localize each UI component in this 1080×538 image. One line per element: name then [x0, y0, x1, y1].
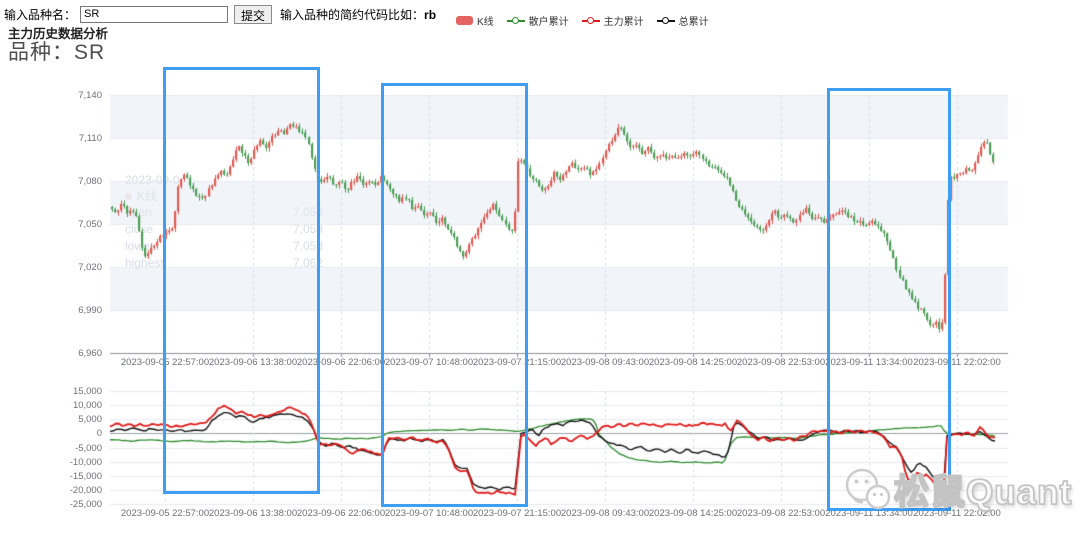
lower-y-axis-label: 15,000: [72, 386, 102, 397]
main-y-axis-label: 7,140: [78, 90, 102, 101]
lower-x-axis-label: 2023-09-06 22:06:00: [296, 508, 386, 519]
lower-x-axis-label: 2023-09-08 09:43:00: [560, 508, 650, 519]
lower-x-axis-label: 2023-09-06 13:38:00: [208, 508, 298, 519]
submit-button[interactable]: 提交: [234, 4, 273, 24]
line-marker-icon: [656, 16, 675, 25]
highlight-box-1: [163, 67, 320, 494]
main-x-axis-label: 2023-09-06 13:38:00: [208, 357, 298, 368]
lower-x-axis-label: 2023-09-08 14:25:00: [648, 508, 738, 519]
line-marker-icon: [506, 16, 525, 25]
lower-x-axis-label: 2023-09-08 22:53:00: [736, 508, 826, 519]
highlight-box-2: [381, 83, 528, 507]
lower-y-axis-label: -10,000: [69, 456, 102, 468]
main-y-axis-label: 6,960: [78, 348, 102, 359]
line-marker-icon: [581, 16, 600, 25]
lower-y-axis-label: 5,000: [78, 414, 102, 426]
lower-y-axis-label: 10,000: [72, 400, 102, 412]
main-x-axis-label: 2023-09-08 14:25:00: [648, 357, 738, 368]
page-subtitle: 主力历史数据分析: [8, 27, 109, 41]
highlight-box-3: [827, 88, 951, 511]
hint-text: 输入品种的简约代码比如：rb: [280, 7, 437, 22]
main-x-axis-label: 2023-09-07 10:48:00: [384, 357, 474, 368]
variety-title: 品种：SR: [8, 41, 106, 64]
watermark-text: 松鼠Quant: [893, 472, 1073, 513]
watermark: 松鼠Quant: [842, 464, 1072, 515]
chart-legend: K线 散户累计 主力累计 总累计: [456, 13, 709, 28]
lower-x-axis-label: 2023-09-05 22:57:00: [120, 508, 210, 519]
variety-value: SR: [74, 41, 106, 64]
legend-item-total[interactable]: 总累计: [656, 13, 709, 28]
main-y-axis-label: 7,050: [78, 219, 102, 230]
legend-item-main[interactable]: 主力累计: [581, 13, 644, 28]
top-controls: 输入品种名： 提交 输入品种的简约代码比如：rb: [4, 4, 436, 24]
lower-y-axis-label: -5,000: [75, 442, 102, 454]
legend-item-kline[interactable]: K线: [456, 13, 494, 28]
main-x-axis-label: 2023-09-06 22:06:00: [296, 357, 386, 368]
hint-code: rb: [424, 7, 437, 22]
kline-swatch-icon: [456, 16, 473, 25]
wechat-icon: [845, 468, 891, 509]
symbol-input-label: 输入品种名：: [4, 7, 77, 22]
main-y-axis-label: 7,020: [78, 262, 102, 273]
symbol-input[interactable]: [80, 5, 229, 23]
lower-x-axis-label: 2023-09-07 21:15:00: [472, 508, 562, 519]
main-x-axis-label: 2023-09-08 22:53:00: [736, 357, 826, 368]
lower-y-axis-label: -15,000: [69, 470, 102, 482]
lower-x-axis-label: 2023-09-07 10:48:00: [384, 508, 474, 519]
lower-x-axis-label: 2023-09-11 13:34:00: [825, 508, 913, 519]
main-y-axis-label: 6,990: [78, 305, 102, 316]
lower-x-axis-label: 2023-09-11 22:02:00: [913, 508, 1001, 519]
main-x-axis-label: 2023-09-11 22:02:00: [913, 357, 1001, 368]
lower-y-axis-label: -25,000: [69, 499, 102, 510]
lower-y-axis-label: -20,000: [69, 484, 102, 496]
main-x-axis-label: 2023-09-11 13:34:00: [825, 357, 913, 368]
main-x-axis-label: 2023-09-07 21:15:00: [472, 357, 562, 368]
main-y-axis-label: 7,080: [78, 176, 102, 187]
lower-y-axis-label: 0: [96, 428, 102, 440]
main-y-axis-label: 7,110: [78, 133, 102, 144]
legend-item-retail[interactable]: 散户累计: [506, 13, 569, 28]
main-x-axis-label: 2023-09-08 09:43:00: [560, 357, 650, 368]
